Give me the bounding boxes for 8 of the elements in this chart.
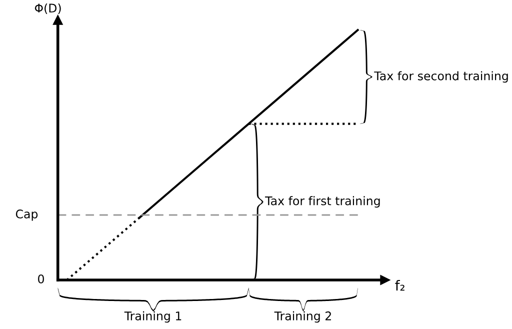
annotation: Tax for first training <box>265 196 380 208</box>
text: Training 2 <box>274 311 331 323</box>
text: 0 <box>38 274 44 284</box>
text: f₂ <box>395 280 404 291</box>
annotation: Tax for second training <box>374 71 508 83</box>
text: Φ(D) <box>34 3 61 14</box>
text: Training 1 <box>124 311 182 323</box>
ref-line-label: Cap <box>16 209 38 221</box>
